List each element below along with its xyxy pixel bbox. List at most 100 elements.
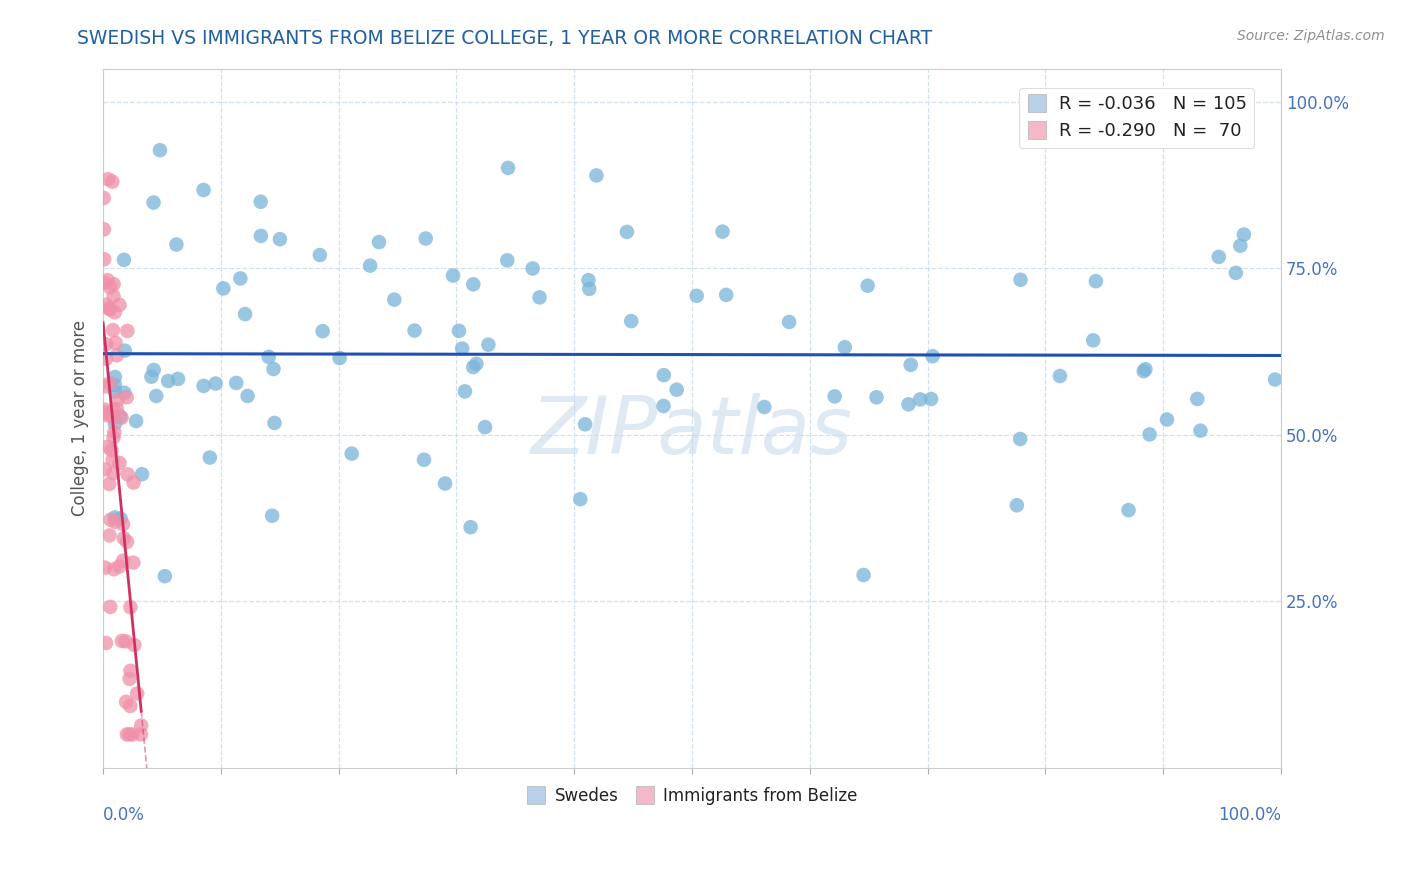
Point bbox=[96, 409, 118, 423]
Point bbox=[824, 389, 846, 403]
Point bbox=[447, 324, 470, 338]
Text: ZIPatlas: ZIPatlas bbox=[531, 393, 853, 471]
Point bbox=[652, 368, 675, 383]
Point bbox=[118, 672, 141, 686]
Point bbox=[94, 560, 117, 574]
Point bbox=[1049, 369, 1071, 384]
Point bbox=[120, 664, 142, 678]
Point bbox=[229, 271, 252, 285]
Point bbox=[204, 376, 226, 391]
Point bbox=[117, 324, 139, 338]
Point bbox=[129, 718, 152, 732]
Point bbox=[1139, 427, 1161, 442]
Point bbox=[104, 378, 127, 392]
Point bbox=[105, 348, 128, 362]
Point bbox=[1084, 274, 1107, 288]
Point bbox=[103, 403, 125, 417]
Point bbox=[98, 477, 121, 491]
Point bbox=[897, 397, 920, 411]
Point bbox=[104, 335, 127, 350]
Point bbox=[101, 323, 124, 337]
Point bbox=[157, 374, 180, 388]
Point bbox=[834, 340, 856, 354]
Point bbox=[340, 447, 363, 461]
Point bbox=[460, 520, 482, 534]
Point bbox=[103, 562, 125, 576]
Text: SWEDISH VS IMMIGRANTS FROM BELIZE COLLEGE, 1 YEAR OR MORE CORRELATION CHART: SWEDISH VS IMMIGRANTS FROM BELIZE COLLEG… bbox=[77, 29, 932, 47]
Point bbox=[434, 476, 457, 491]
Point bbox=[111, 634, 134, 648]
Point bbox=[131, 467, 153, 482]
Point bbox=[451, 342, 474, 356]
Point bbox=[382, 293, 405, 307]
Point bbox=[115, 695, 138, 709]
Point bbox=[1118, 503, 1140, 517]
Point bbox=[129, 727, 152, 741]
Point bbox=[496, 161, 519, 175]
Point bbox=[104, 370, 127, 384]
Point bbox=[652, 399, 675, 413]
Point bbox=[112, 531, 135, 545]
Point bbox=[441, 268, 464, 283]
Point bbox=[108, 456, 131, 470]
Point bbox=[94, 462, 117, 476]
Point bbox=[121, 727, 143, 741]
Point bbox=[103, 410, 125, 425]
Point bbox=[93, 222, 115, 236]
Point bbox=[269, 232, 291, 246]
Point bbox=[94, 636, 117, 650]
Y-axis label: College, 1 year or more: College, 1 year or more bbox=[72, 320, 89, 516]
Point bbox=[94, 298, 117, 312]
Point bbox=[754, 400, 776, 414]
Point bbox=[1208, 250, 1230, 264]
Point bbox=[852, 568, 875, 582]
Point bbox=[1233, 227, 1256, 242]
Point bbox=[900, 358, 922, 372]
Point bbox=[103, 425, 125, 440]
Point bbox=[529, 290, 551, 304]
Point bbox=[1010, 432, 1032, 446]
Point bbox=[865, 390, 887, 404]
Point bbox=[107, 392, 129, 407]
Point bbox=[93, 379, 115, 393]
Point bbox=[463, 360, 485, 375]
Point bbox=[93, 191, 115, 205]
Point bbox=[120, 698, 142, 713]
Point bbox=[686, 289, 709, 303]
Point bbox=[104, 510, 127, 524]
Point bbox=[111, 517, 134, 532]
Point bbox=[98, 528, 121, 542]
Point bbox=[665, 383, 688, 397]
Point bbox=[96, 273, 118, 287]
Point bbox=[97, 172, 120, 186]
Point bbox=[193, 379, 215, 393]
Point bbox=[118, 727, 141, 741]
Point bbox=[1010, 273, 1032, 287]
Text: 100.0%: 100.0% bbox=[1218, 806, 1281, 824]
Point bbox=[114, 634, 136, 648]
Point bbox=[117, 467, 139, 482]
Point bbox=[616, 225, 638, 239]
Point bbox=[454, 384, 477, 399]
Point bbox=[98, 599, 121, 614]
Point bbox=[101, 452, 124, 467]
Point bbox=[1264, 372, 1286, 386]
Point bbox=[98, 302, 121, 317]
Point bbox=[463, 277, 485, 292]
Point bbox=[263, 362, 285, 376]
Point bbox=[110, 410, 132, 425]
Point bbox=[233, 307, 256, 321]
Point bbox=[578, 282, 600, 296]
Point bbox=[522, 261, 544, 276]
Point bbox=[1187, 392, 1209, 406]
Point bbox=[104, 384, 127, 399]
Point bbox=[94, 351, 117, 366]
Point bbox=[122, 475, 145, 490]
Point bbox=[477, 337, 499, 351]
Point bbox=[115, 390, 138, 404]
Point bbox=[1189, 424, 1212, 438]
Point bbox=[415, 231, 437, 245]
Point bbox=[110, 511, 132, 525]
Point bbox=[100, 443, 122, 458]
Point bbox=[778, 315, 800, 329]
